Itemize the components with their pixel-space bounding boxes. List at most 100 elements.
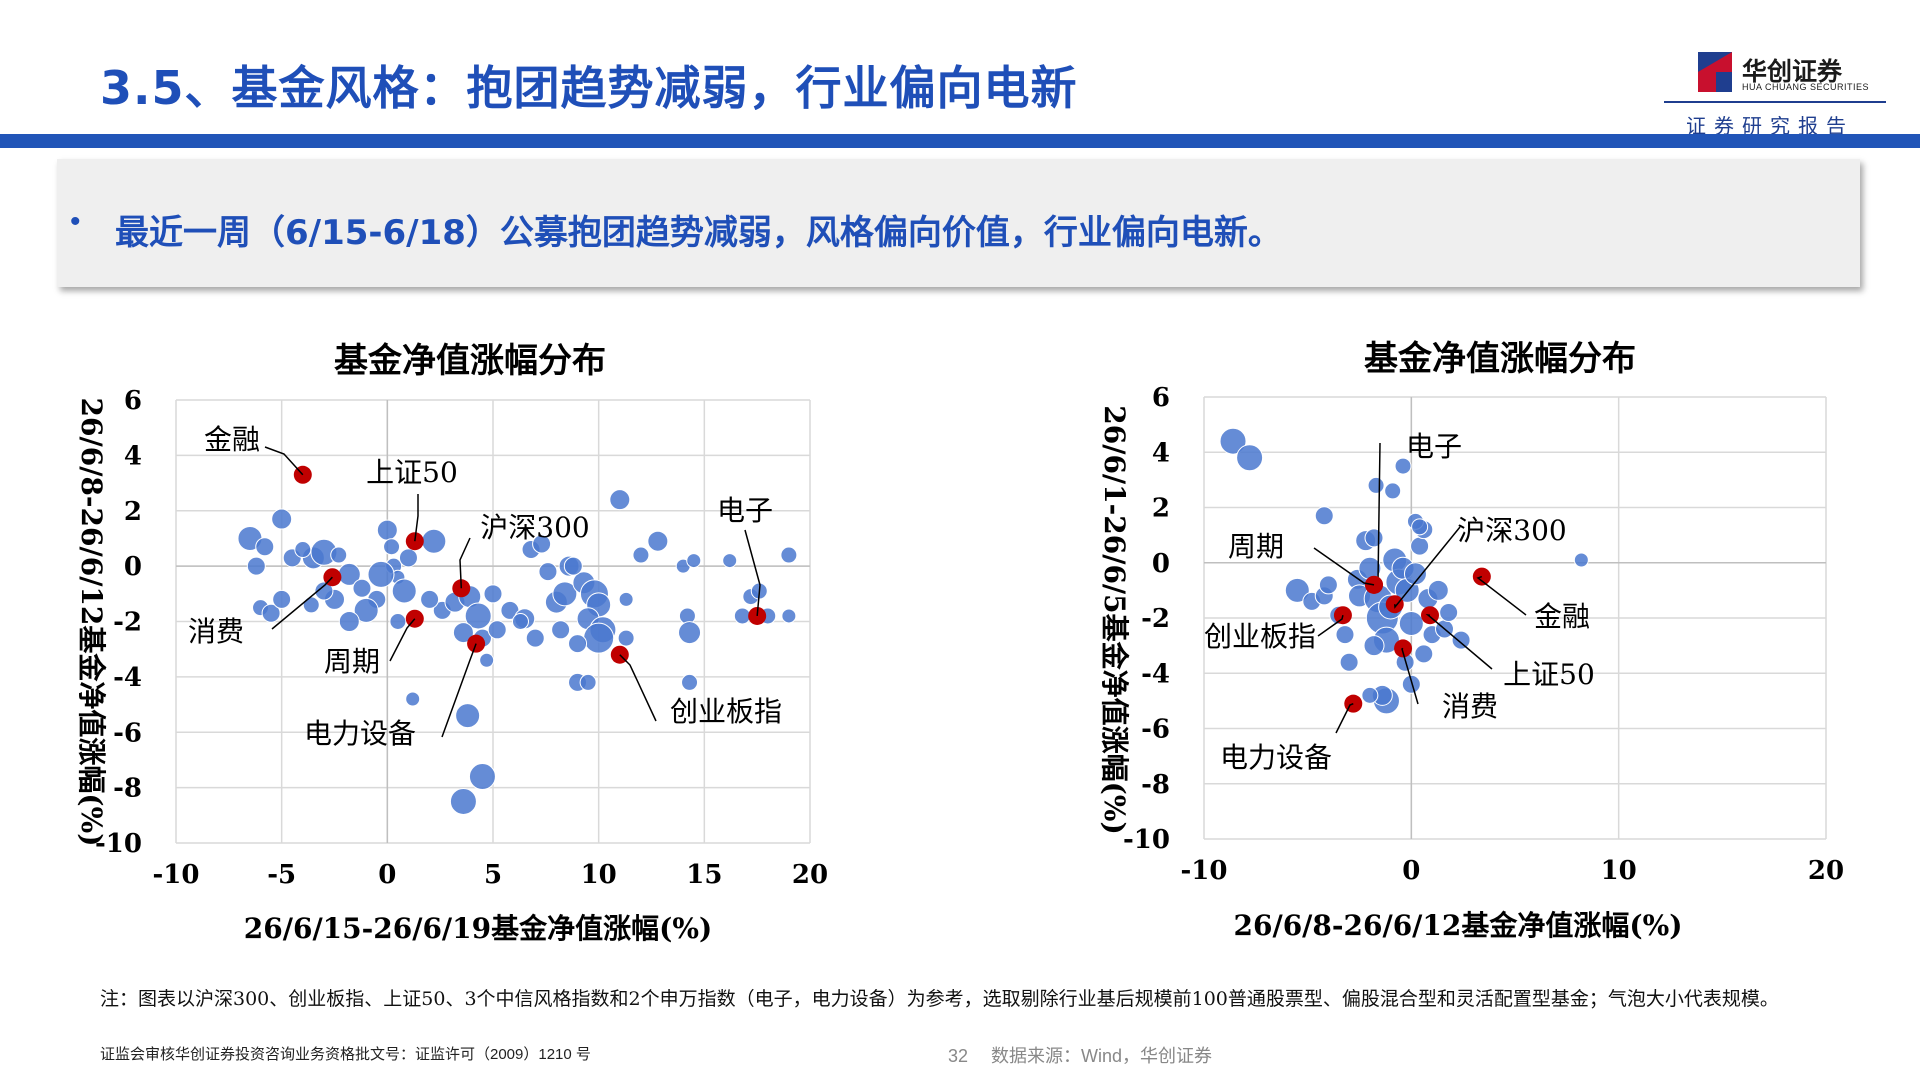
- bubble-point: [1335, 625, 1355, 645]
- bubble-point: [1361, 686, 1379, 704]
- x-tick-label: -10: [153, 860, 200, 890]
- bubble-point: [398, 548, 418, 568]
- y-tick-label: -6: [1141, 715, 1170, 745]
- bubble-point: [1401, 674, 1421, 694]
- bubble-point: [1398, 611, 1424, 637]
- data-label: 上证50: [366, 456, 458, 489]
- x-tick-label: 0: [378, 860, 396, 890]
- bubble-point: [449, 787, 477, 815]
- bubble-point: [733, 607, 751, 625]
- y-tick-label: 6: [124, 386, 142, 416]
- bubble-point: [391, 578, 417, 604]
- bubble-point: [1427, 579, 1449, 601]
- data-label: 电子: [1406, 430, 1462, 463]
- header-bar: [0, 134, 1920, 148]
- x-tick-label: 5: [484, 860, 502, 890]
- data-label: 沪深300: [480, 511, 589, 544]
- data-label: 上证50: [1503, 658, 1595, 691]
- data-label: 周期: [324, 645, 380, 678]
- bubble-point: [525, 628, 545, 648]
- bubble-point: [455, 703, 481, 729]
- leader-line: [1393, 526, 1461, 609]
- bubble-point: [353, 597, 379, 623]
- leader-line: [271, 576, 333, 630]
- bubble-point: [563, 556, 583, 576]
- x-tick-label: -5: [267, 860, 296, 890]
- data-label: 创业板指: [1204, 620, 1316, 653]
- scatter-chart-2: -10 0 10 206420-2-4-6-8-10基金净值涨幅分布26/6/8-26…: [1098, 339, 1844, 942]
- y-tick-label: -4: [113, 663, 142, 693]
- bubble-point: [1451, 630, 1471, 650]
- x-axis-label: 26/6/8-26/6/12基金净值涨幅(%): [1234, 909, 1683, 942]
- data-label: 创业板指: [670, 695, 782, 728]
- x-tick-label: 20: [1808, 856, 1844, 886]
- bubble-point: [487, 620, 507, 640]
- leader-line: [1401, 647, 1419, 705]
- leader-line: [1317, 615, 1344, 637]
- y-tick-label: -10: [95, 829, 142, 859]
- bubble-point: [420, 589, 440, 609]
- y-tick-label: 2: [1152, 494, 1170, 524]
- scatter-chart-1: -10 -5 0 5 10 15 206420-2-4-6-8-10基金净值涨幅分布26/6…: [75, 341, 828, 945]
- y-tick-label: -4: [1141, 659, 1170, 689]
- data-label: 消费: [188, 615, 244, 648]
- leader-line: [389, 618, 416, 662]
- bubble-point: [1314, 506, 1334, 526]
- bubble-point: [271, 508, 293, 530]
- bubble-point: [389, 613, 407, 630]
- bubble-point: [246, 556, 266, 576]
- y-tick-label: -2: [1141, 604, 1170, 634]
- data-label: 沪深300: [1457, 514, 1566, 547]
- y-axis-label: 26/6/8-26/6/12基金净值涨幅(%): [75, 398, 108, 847]
- bubble-point: [421, 528, 447, 554]
- bubble-point: [367, 560, 395, 588]
- y-tick-label: 0: [1152, 549, 1170, 579]
- leader-line: [1425, 613, 1493, 670]
- bubble-point: [1384, 482, 1402, 500]
- bubble-point: [618, 591, 634, 607]
- brand-logo-icon: [1698, 52, 1732, 92]
- bubble-point: [483, 584, 503, 604]
- bubble-point: [452, 622, 474, 644]
- bubble-point: [780, 546, 798, 564]
- bubble-point: [1411, 518, 1429, 536]
- leader-line: [414, 494, 419, 542]
- bubble-point: [1410, 536, 1430, 556]
- data-label: 电子: [717, 494, 773, 527]
- data-label: 金融: [1534, 600, 1590, 633]
- y-tick-label: -6: [113, 718, 142, 748]
- summary-callout: [57, 159, 1860, 287]
- chart-note: 注：图表以沪深300、创业板指、上证50、3个中信风格指数和2个申万指数（电子，…: [100, 988, 1779, 1010]
- leader-line: [619, 654, 657, 722]
- bubble-point: [1318, 575, 1338, 595]
- data-label: 金融: [204, 423, 260, 456]
- bubble-point: [352, 578, 372, 598]
- bubble-point: [314, 581, 334, 601]
- bubble-point: [568, 634, 588, 654]
- bubble-point: [405, 691, 421, 707]
- bubble-point: [1394, 457, 1412, 475]
- data-label: 消费: [1442, 690, 1498, 723]
- bubble-point: [468, 763, 496, 791]
- bubble-point: [686, 553, 702, 569]
- bubble-point: [383, 538, 401, 556]
- bubble-point: [376, 519, 398, 541]
- y-tick-label: -2: [113, 608, 142, 638]
- bubble-point: [1439, 602, 1459, 622]
- bubble-point: [538, 562, 558, 582]
- bubble-point: [1236, 444, 1264, 472]
- charts-area: -10 -5 0 5 10 15 206420-2-4-6-8-10基金净值涨幅分布26/6…: [75, 339, 1844, 945]
- bubble-point: [781, 608, 797, 624]
- source-text: 数据来源：Wind，华创证券: [991, 1046, 1213, 1066]
- license-text: 证监会审核华创证券投资咨询业务资格批文号：证监许可（2009）1210 号: [100, 1046, 591, 1063]
- bubble-point: [532, 534, 552, 554]
- chart-title: 基金净值涨幅分布: [334, 341, 606, 381]
- bubble-point: [1363, 635, 1385, 657]
- footer-center: 32 数据来源：Wind，华创证券: [948, 1042, 1230, 1068]
- x-tick-label: 10: [581, 860, 617, 890]
- y-axis-label: 26/6/1-26/6/5基金净值涨幅(%): [1098, 405, 1131, 835]
- brand-divider: [1664, 101, 1886, 103]
- bubble-point: [330, 546, 348, 564]
- page-number: 32: [948, 1046, 969, 1066]
- bubble-point: [1367, 476, 1385, 494]
